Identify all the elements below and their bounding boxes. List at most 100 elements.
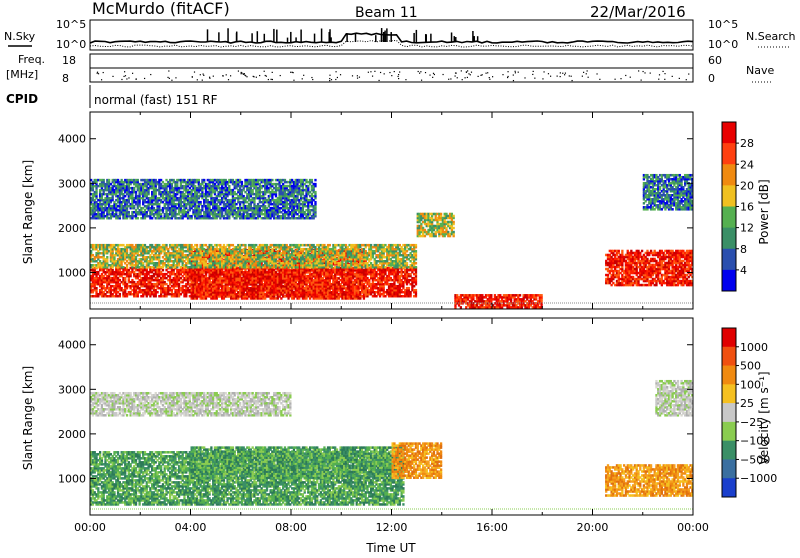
nave-dot (101, 79, 102, 80)
nave-dot (502, 74, 503, 75)
nave-dot (197, 79, 198, 80)
nave-dot (482, 74, 483, 75)
nave-dot (398, 78, 399, 79)
nave-dot (230, 75, 231, 76)
nave-trace (97, 70, 690, 81)
nave-dot (659, 74, 660, 75)
nave-dot (280, 75, 281, 76)
nave-dot (331, 79, 332, 80)
nave-dot (128, 77, 129, 78)
nave-dot (397, 76, 398, 77)
nave-dot (167, 77, 168, 78)
nave-dot (352, 75, 353, 76)
nave-dot (368, 72, 369, 73)
nave-dot (455, 75, 456, 76)
nave-dot (571, 76, 572, 77)
station-title: McMurdo (fitACF) (92, 0, 230, 18)
nave-dot (329, 78, 330, 79)
nave-dot (132, 73, 133, 74)
nave-dot (662, 71, 663, 72)
freq-unit: [MHz] (6, 68, 38, 81)
nave-dot (256, 77, 257, 78)
nave-dot (144, 78, 145, 79)
data-cell (165, 244, 167, 247)
nave-dot (560, 72, 561, 73)
nave-dot (550, 76, 551, 77)
nave-dot (571, 80, 572, 81)
nave-dot (513, 74, 514, 75)
nave-dot (432, 77, 433, 78)
nave-dot (384, 73, 385, 74)
nave-dot (489, 77, 490, 78)
nave-dot (641, 79, 642, 80)
nave-dot (194, 71, 195, 72)
nave-dot (564, 74, 565, 75)
nave-dot (450, 78, 451, 79)
data-cell (338, 281, 340, 284)
data-cell (205, 258, 207, 261)
nave-dot (596, 73, 597, 74)
nave-dot (150, 74, 151, 75)
nave-dot (464, 77, 465, 78)
nave-dot (169, 78, 170, 79)
cpid-value: normal (fast) 151 RF (94, 93, 218, 107)
data-cell (95, 287, 97, 290)
nave-dot (513, 80, 514, 81)
cpid-label: CPID (6, 92, 38, 106)
nave-dot (548, 73, 549, 74)
nave-dot (470, 74, 471, 75)
data-cell (365, 289, 367, 292)
nave-dot (425, 72, 426, 73)
nave-dot (405, 79, 406, 80)
nave-dot (664, 73, 665, 74)
nsearch-label: N.Search (746, 30, 796, 43)
freq-tick-top: 18 (62, 54, 76, 67)
nave-dot (213, 76, 214, 77)
nave-dot (448, 79, 449, 80)
nave-dot (226, 74, 227, 75)
nave-dot (266, 76, 267, 77)
data-cell (119, 293, 121, 296)
nave-dot (209, 78, 210, 79)
nave-dot (419, 73, 420, 74)
data-cell (196, 244, 198, 247)
nave-dot (533, 71, 534, 72)
data-cell (156, 291, 158, 294)
nave-dot (245, 75, 246, 76)
nave-dot (272, 79, 273, 80)
data-cell (408, 287, 410, 290)
nave-dot (337, 77, 338, 78)
nave-dot (625, 75, 626, 76)
nave-dot (489, 79, 490, 80)
nave-dot (244, 73, 245, 74)
nave-dot (686, 79, 687, 80)
nave-dot (312, 79, 313, 80)
nave-dot (123, 76, 124, 77)
nave-dot (557, 76, 558, 77)
noise-tick-right-bottom: 10^0 (708, 38, 738, 51)
nave-dot (265, 75, 266, 76)
nave-dot (97, 73, 98, 74)
nave-dot (457, 77, 458, 78)
nave-dot (614, 79, 615, 80)
nave-dot (302, 78, 303, 79)
nave-dot (478, 76, 479, 77)
beam-title: Beam 11 (355, 5, 418, 21)
nave-dot (543, 71, 544, 72)
nave-dot (587, 70, 588, 71)
nave-dot (126, 78, 127, 79)
nave-dot (620, 78, 621, 79)
nave-dot (394, 71, 395, 72)
nave-dot (468, 73, 469, 74)
nave-dot (630, 77, 631, 78)
nave-dot (507, 77, 508, 78)
nave-dot (515, 71, 516, 72)
nave-dot (292, 72, 293, 73)
nave-dot (268, 79, 269, 80)
nave-dot (599, 79, 600, 80)
nave-tick-bottom: 0 (708, 72, 715, 85)
nave-dot (492, 76, 493, 77)
nave-dot (135, 79, 136, 80)
nave-dot (378, 80, 379, 81)
nave-dot (329, 80, 330, 81)
